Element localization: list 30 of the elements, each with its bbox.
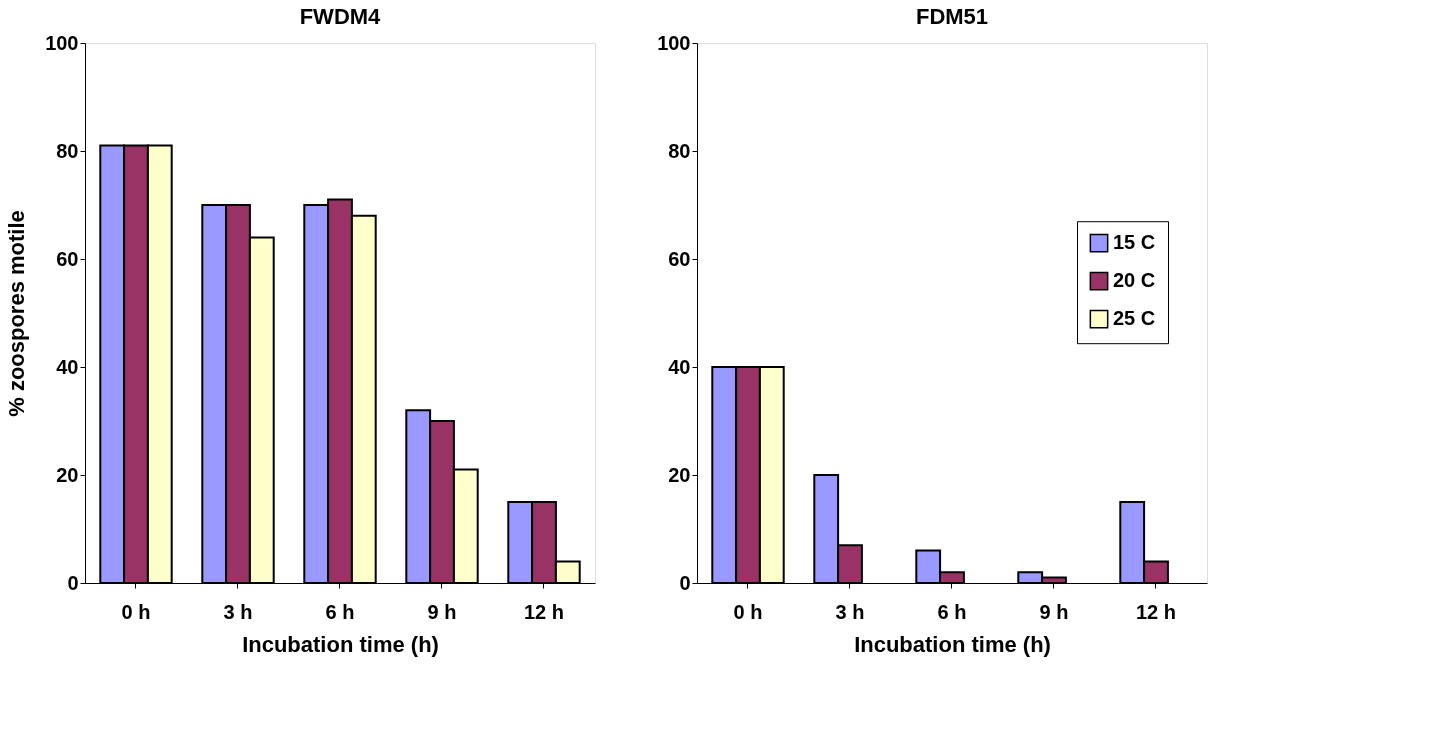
legend-label: 15 C [1113,231,1156,254]
legend-label: 25 C [1113,307,1156,330]
y-tick-label: 40 [668,355,691,378]
y-tick-label: 80 [56,139,79,162]
x-tick-label: 6 h [325,600,355,623]
x-axis-title: Incubation time (h) [854,631,1051,657]
legend-label: 20 C [1113,269,1156,292]
chart-title: FWDM4 [299,4,382,29]
x-tick-label: 0 h [121,600,151,623]
x-tick-label: 3 h [223,600,253,623]
y-tick-label: 20 [668,463,691,486]
chart-title: FDM51 [915,4,989,29]
y-tick-label: 60 [668,247,691,270]
x-tick-label: 0 h [733,600,763,623]
x-tick-label: 6 h [937,600,967,623]
y-tick-label: 0 [679,571,691,594]
x-tick-label: 12 h [523,600,565,623]
y-tick-label: 100 [657,31,691,54]
x-axis-title: Incubation time (h) [242,631,439,657]
y-tick-label: 0 [67,571,79,594]
y-tick-label: 80 [668,139,691,162]
x-tick-label: 9 h [427,600,457,623]
x-tick-label: 9 h [1039,600,1069,623]
x-tick-label: 3 h [835,600,865,623]
y-tick-label: 60 [56,247,79,270]
y-axis-title: % zoospores motile [4,210,30,417]
x-tick-label: 12 h [1135,600,1177,623]
y-tick-label: 20 [56,463,79,486]
y-tick-label: 100 [45,31,79,54]
y-tick-label: 40 [56,355,79,378]
